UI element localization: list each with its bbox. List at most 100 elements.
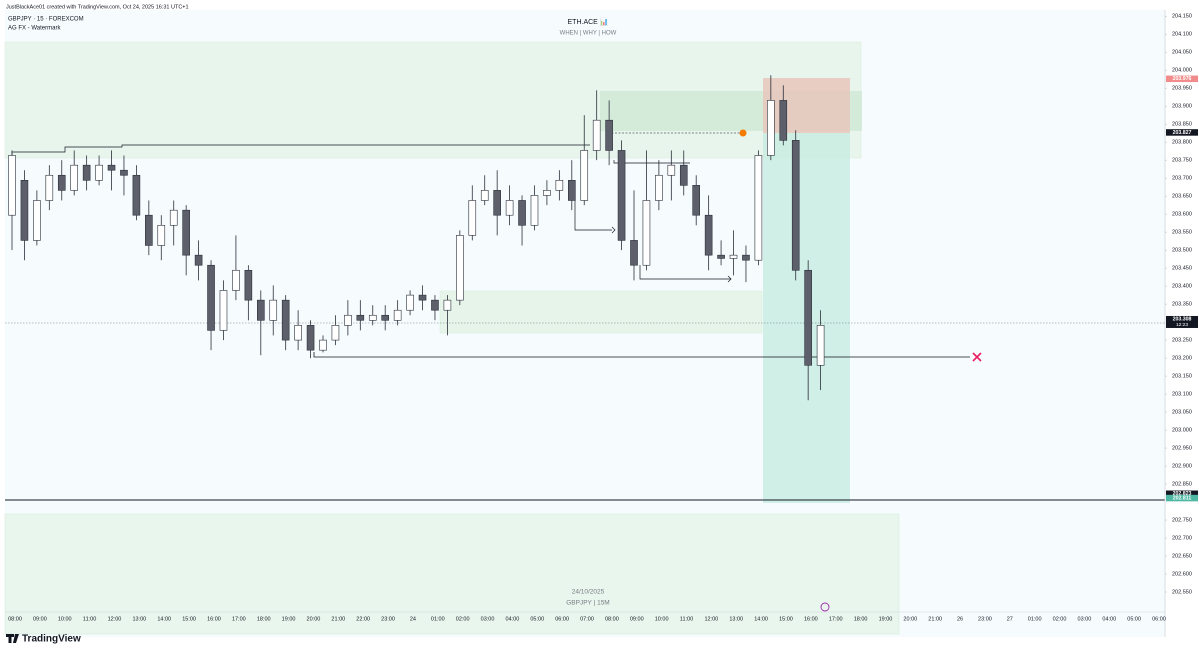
logo: TradingView <box>22 634 81 645</box>
price-marker <box>1166 490 1198 498</box>
y-tick-label: 202.600 <box>1172 571 1192 577</box>
x-tick-label: 05:00 <box>530 616 544 622</box>
y-tick-label: 202.650 <box>1172 553 1192 559</box>
y-tick-label: 203.700 <box>1172 176 1192 182</box>
x-tick-label: 04:00 <box>1102 616 1116 622</box>
candle-body <box>692 185 701 216</box>
price-marker-label: 203.827 <box>1173 130 1192 136</box>
y-tick-label: 203.650 <box>1172 194 1192 200</box>
candle-body <box>33 200 41 241</box>
candle-body <box>368 314 377 321</box>
y-tick-label: 203.200 <box>1172 356 1192 362</box>
candle-body <box>580 150 589 201</box>
candle-body <box>592 119 601 151</box>
watermark-title: ETH.ACE 📊 <box>568 17 609 26</box>
watermark-symbol: GBPJPY | 15M <box>566 600 609 607</box>
y-tick-label: 203.800 <box>1172 140 1192 146</box>
zone <box>4 513 900 635</box>
candle-body <box>754 155 763 261</box>
candle-body <box>393 309 402 321</box>
candle-body <box>194 254 203 266</box>
y-tick-label: 203.050 <box>1172 410 1192 416</box>
candle-body <box>468 200 477 236</box>
x-tick-label: 14:00 <box>157 616 171 622</box>
candle-body <box>617 150 626 241</box>
y-tick-label: 203.950 <box>1172 86 1192 92</box>
price-marker <box>1166 315 1198 328</box>
candle-body <box>8 155 16 216</box>
x-tick-label: 17:00 <box>232 616 246 622</box>
candle-body <box>804 269 812 366</box>
y-tick-label: 203.250 <box>1172 338 1192 344</box>
arrow-head <box>727 275 732 283</box>
candle-body <box>145 214 153 246</box>
candle-body <box>306 325 315 351</box>
y-tick-label: 203.400 <box>1172 284 1192 290</box>
indicator: AG FX - Watermark <box>8 26 61 32</box>
candle-body <box>406 294 414 311</box>
x-tick-label: 02:00 <box>1053 616 1067 622</box>
event-icon <box>820 602 830 612</box>
candle-body <box>767 100 775 156</box>
x-tick-label: 22:00 <box>356 616 370 622</box>
watermark-subtitle: WHEN | WHY | HOW <box>560 31 617 37</box>
candle-body <box>182 209 190 256</box>
y-tick-label: 204.050 <box>1172 50 1192 56</box>
candle-body <box>493 190 501 216</box>
arrow-line <box>639 265 731 280</box>
candle-body <box>319 339 327 351</box>
candle-body <box>480 190 489 201</box>
x-tick-label: 15:00 <box>182 616 196 622</box>
price-marker <box>1166 75 1198 83</box>
candle-body <box>418 294 427 301</box>
x-tick-label: 09:00 <box>630 616 644 622</box>
y-tick-label: 202.750 <box>1172 517 1192 523</box>
x-tick-label: 06:00 <box>1152 616 1166 622</box>
x-tick-label: 11:00 <box>83 616 96 622</box>
level-line <box>313 352 970 358</box>
candle-body <box>95 164 103 181</box>
x-tick-label: 05:00 <box>1127 616 1141 622</box>
x-tick-label: 09:00 <box>33 616 47 622</box>
stop-zone <box>763 78 850 133</box>
y-tick-label: 202.700 <box>1172 535 1192 541</box>
candle-body <box>443 299 452 311</box>
x-tick-label: 13:00 <box>132 616 146 622</box>
candle-body <box>57 174 66 191</box>
x-tick-label: 02:00 <box>456 616 470 622</box>
arrow-line <box>574 195 612 231</box>
x-tick-label: 21:00 <box>331 616 345 622</box>
price-marker <box>1166 129 1198 136</box>
x-tick-label: 17:00 <box>829 616 843 622</box>
x-tick-label: 19:00 <box>282 616 296 622</box>
candle-body <box>717 254 725 259</box>
candle-body <box>505 200 514 216</box>
y-tick-label: 203.900 <box>1172 104 1192 110</box>
x-tick-label: 27 <box>1007 616 1013 622</box>
candle-body <box>729 254 738 259</box>
candle-body <box>530 195 539 226</box>
x-tick-label: 11:00 <box>680 616 693 622</box>
cross-marker <box>972 352 982 362</box>
candle-body <box>630 240 638 266</box>
x-tick-label: 18:00 <box>257 616 271 622</box>
candle-body <box>294 325 302 341</box>
data-layer: 204.150 204.100 204.050 204.000 203.950 203.9… <box>8 14 1198 622</box>
candle-body <box>244 269 253 301</box>
x-tick-label: 10:00 <box>655 616 669 622</box>
y-tick-label: 202.900 <box>1172 464 1192 470</box>
y-tick-label: 202.850 <box>1172 482 1192 488</box>
candle-body <box>431 299 439 311</box>
arrow-head <box>611 226 616 234</box>
candle-body <box>642 200 651 266</box>
candle-body <box>120 169 128 176</box>
y-tick-label: 202.950 <box>1172 446 1192 452</box>
x-tick-label: 15:00 <box>779 616 793 622</box>
y-tick-label: 203.500 <box>1172 248 1192 254</box>
candle-body <box>70 164 78 191</box>
candle-body <box>132 174 141 216</box>
y-tick-label: 204.100 <box>1172 32 1192 38</box>
candle-body <box>331 325 340 341</box>
candle-body <box>567 180 576 201</box>
x-tick-label: 12:00 <box>108 616 122 622</box>
